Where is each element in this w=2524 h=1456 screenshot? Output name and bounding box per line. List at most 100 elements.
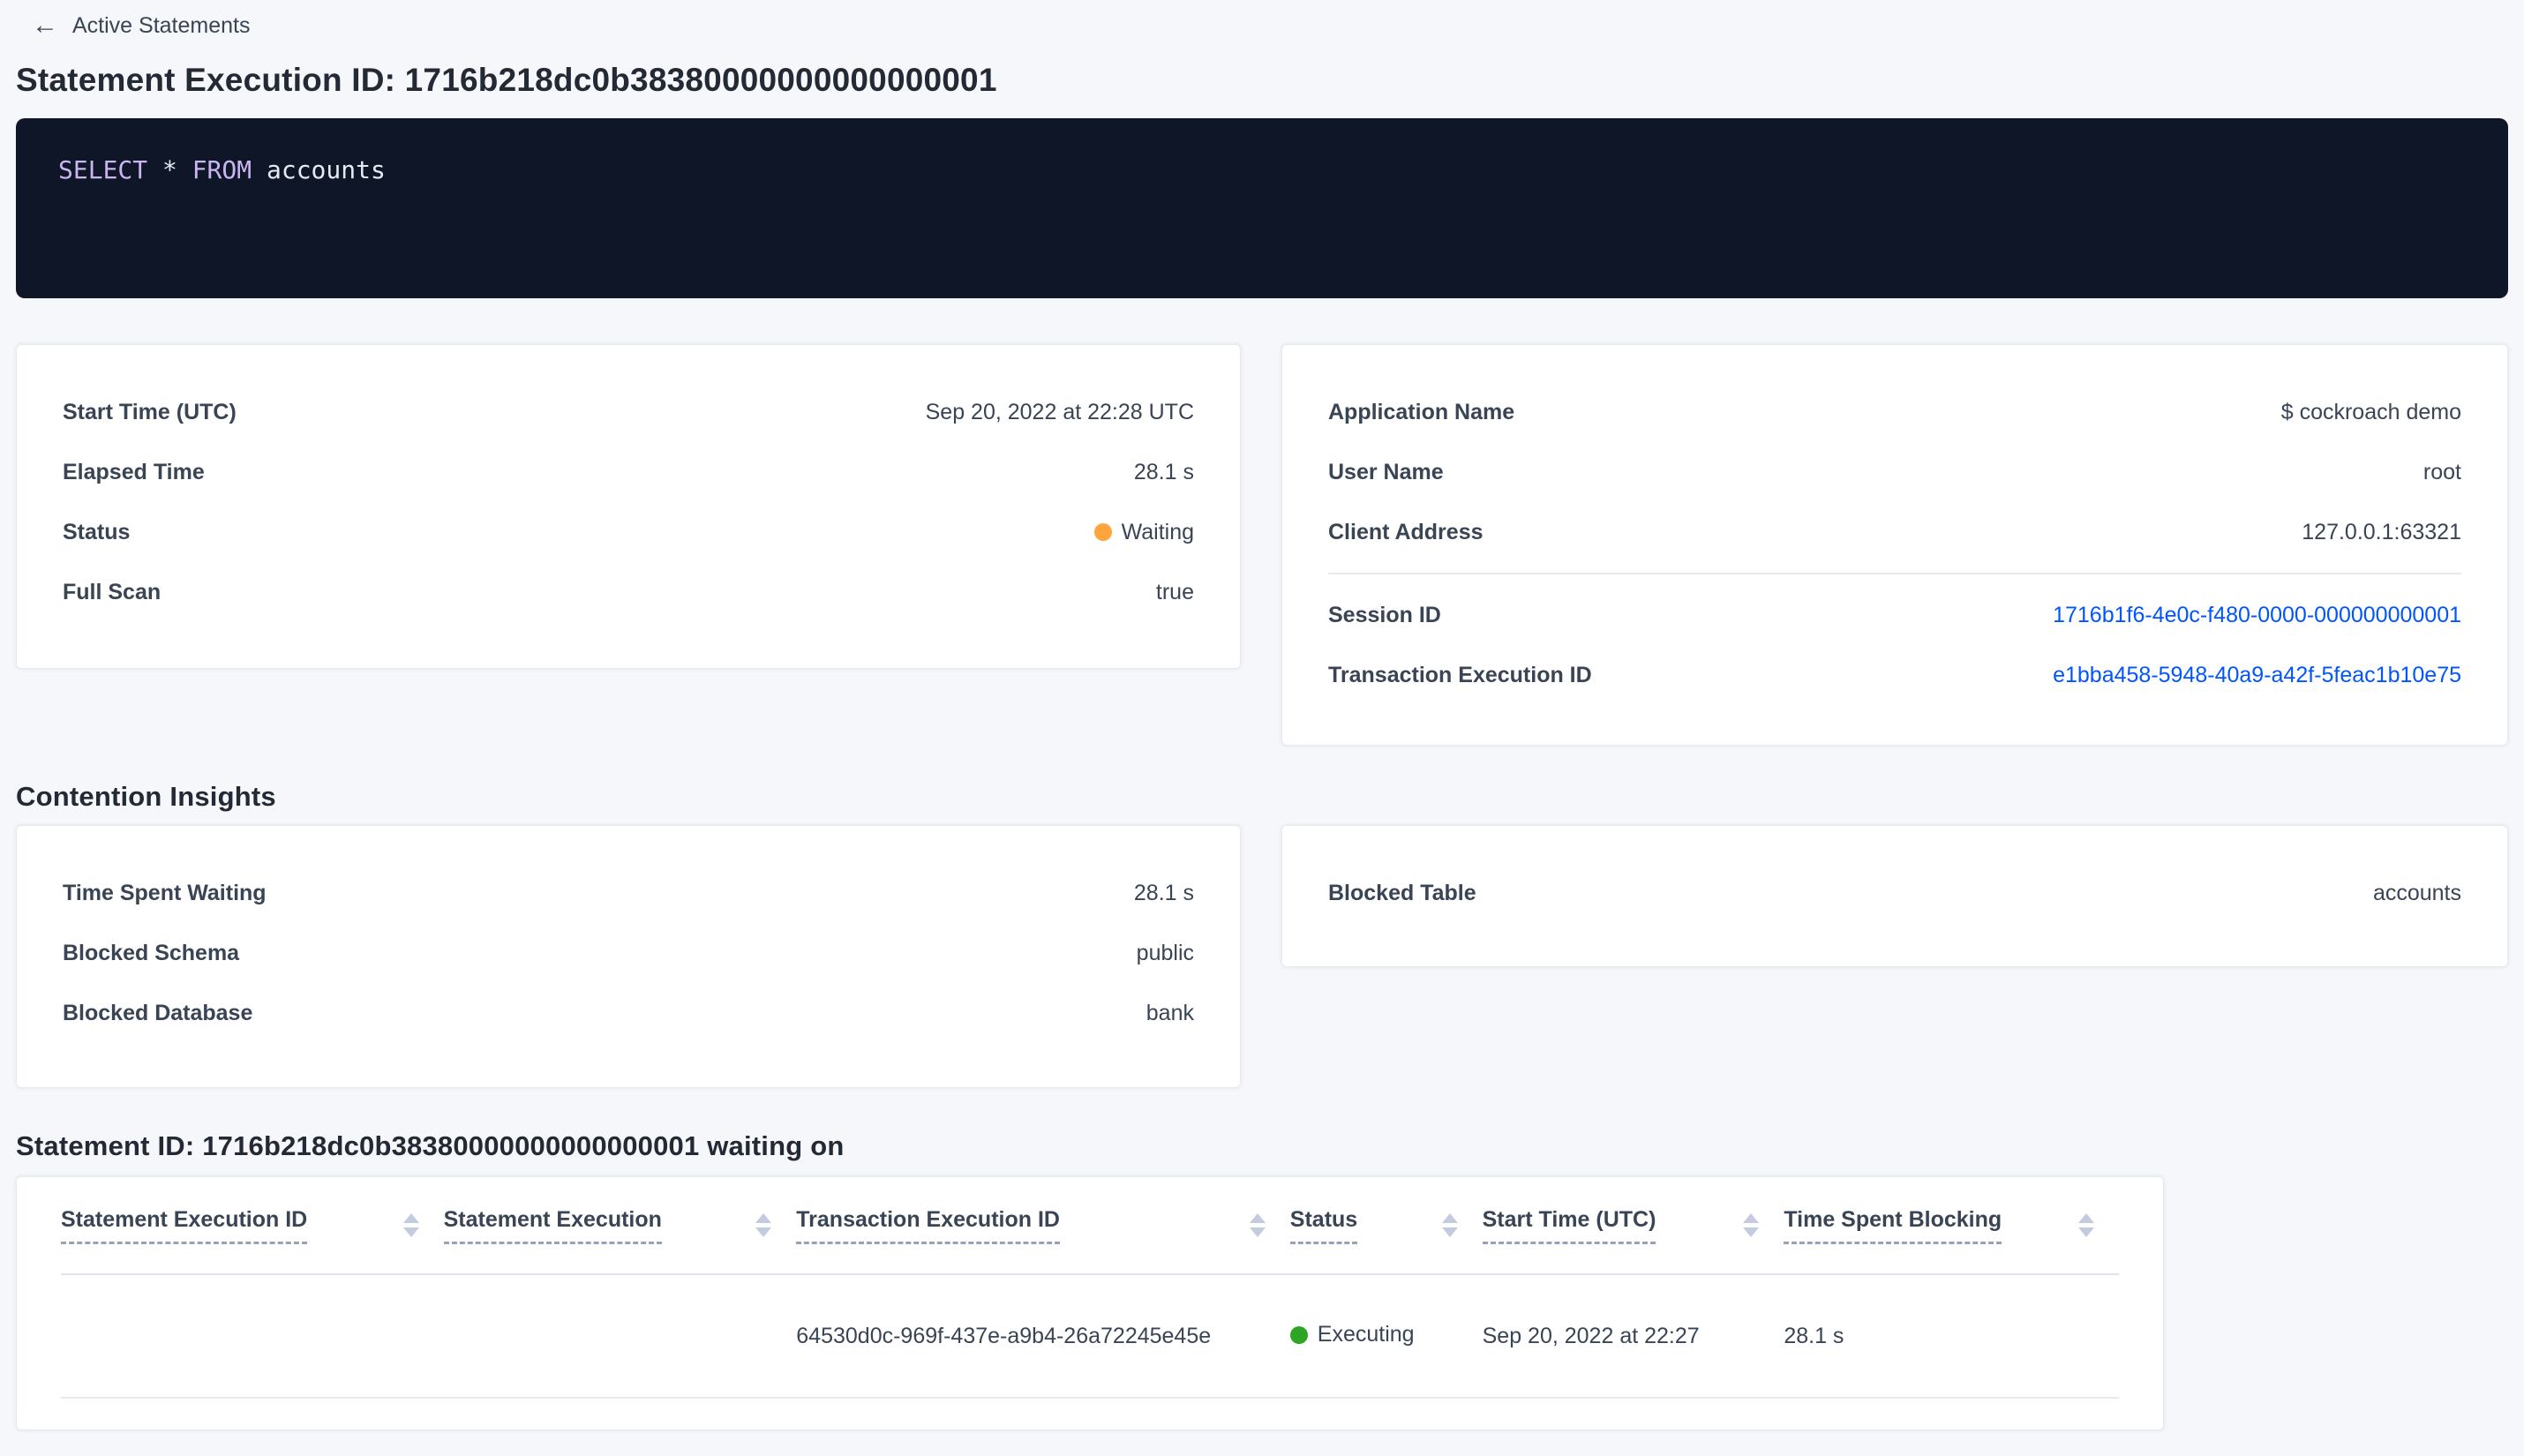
column-label-start-time[interactable]: Start Time (UTC) (1482, 1207, 1656, 1244)
session-id-label: Session ID (1328, 602, 1441, 627)
sort-asc-icon (402, 1213, 419, 1223)
sort-desc-icon (755, 1227, 772, 1237)
time-spent-waiting-label: Time Spent Waiting (63, 880, 267, 905)
sort-toggle-icon[interactable] (1743, 1213, 1760, 1237)
user-name-row: User Name root (1328, 442, 2461, 502)
contention-insights-heading: Contention Insights (16, 781, 276, 812)
blocked-table-row: Blocked Table accounts (1328, 863, 2461, 923)
column-label-statement-execution-id[interactable]: Statement Execution ID (61, 1207, 308, 1244)
blocked-schema-row: Blocked Schema public (63, 923, 1194, 983)
sort-asc-icon (1743, 1213, 1760, 1223)
start-time-value: Sep 20, 2022 at 22:28 UTC (925, 399, 1194, 424)
client-address-value: 127.0.0.1:63321 (2302, 519, 2461, 544)
overview-cards-row: Start Time (UTC) Sep 20, 2022 at 22:28 U… (16, 344, 2508, 746)
status-executing-dot-icon (1289, 1325, 1308, 1344)
status-row: Status Waiting (63, 502, 1194, 562)
column-header-time-spent-blocking[interactable]: Time Spent Blocking (1784, 1207, 2119, 1244)
sort-asc-icon (755, 1213, 772, 1223)
column-label-statement-execution[interactable]: Statement Execution (443, 1207, 662, 1244)
sort-asc-icon (1249, 1213, 1266, 1223)
transaction-execution-id-label: Transaction Execution ID (1328, 662, 1592, 687)
elapsed-time-value: 28.1 s (1133, 459, 1194, 484)
column-header-statement-execution[interactable]: Statement Execution (443, 1207, 797, 1244)
sort-toggle-icon[interactable] (402, 1213, 419, 1237)
sql-keyword-select: SELECT (58, 155, 148, 184)
column-header-transaction-execution-id[interactable]: Transaction Execution ID (796, 1207, 1290, 1244)
sort-toggle-icon[interactable] (2078, 1213, 2094, 1237)
card-divider (1328, 573, 2461, 574)
arrow-left-icon: ← (32, 11, 58, 40)
elapsed-time-label: Elapsed Time (63, 459, 205, 484)
blocked-database-row: Blocked Database bank (63, 983, 1194, 1043)
sql-star: * (162, 155, 177, 184)
full-scan-value: true (1155, 579, 1194, 604)
time-spent-waiting-row: Time Spent Waiting 28.1 s (63, 863, 1194, 923)
cell-status: Executing (1289, 1322, 1483, 1350)
application-name-row: Application Name $ cockroach demo (1328, 382, 2461, 442)
sql-keyword-from: FROM (192, 155, 252, 184)
sort-asc-icon (2078, 1213, 2094, 1223)
page-title: Statement Execution ID: 1716b218dc0b3838… (16, 62, 997, 98)
sort-toggle-icon[interactable] (1441, 1213, 1458, 1237)
column-header-statement-execution-id[interactable]: Statement Execution ID (61, 1207, 444, 1244)
breadcrumb-label: Active Statements (72, 12, 251, 38)
sort-asc-icon (1441, 1213, 1458, 1223)
column-label-status[interactable]: Status (1289, 1207, 1358, 1244)
sort-desc-icon (1441, 1227, 1458, 1237)
status-waiting-text: Waiting (1121, 519, 1194, 544)
session-id-link[interactable]: 1716b1f6-4e0c-f480-0000-000000000001 (2053, 602, 2461, 627)
user-name-value: root (2423, 459, 2461, 484)
sql-statement: SELECT * FROM accounts (58, 155, 2466, 214)
status-waiting-dot-icon (1093, 523, 1112, 541)
sort-desc-icon (2078, 1227, 2094, 1237)
column-header-start-time[interactable]: Start Time (UTC) (1482, 1207, 1784, 1244)
session-overview-card: Application Name $ cockroach demo User N… (1281, 344, 2508, 746)
elapsed-time-row: Elapsed Time 28.1 s (63, 442, 1194, 502)
status-value: Waiting (1093, 519, 1194, 545)
blocked-database-label: Blocked Database (63, 1000, 253, 1025)
table-row: 64530d0c-969f-437e-a9b4-26a72245e45e Exe… (61, 1275, 2119, 1399)
blocked-schema-label: Blocked Schema (63, 940, 240, 965)
column-label-transaction-execution-id[interactable]: Transaction Execution ID (796, 1207, 1060, 1244)
full-scan-label: Full Scan (63, 579, 162, 604)
waiting-on-table-card: Statement Execution ID Statement Executi… (16, 1176, 2164, 1430)
waiting-on-heading: Statement ID: 1716b218dc0b38380000000000… (16, 1130, 845, 1161)
sort-desc-icon (1249, 1227, 1266, 1237)
client-address-label: Client Address (1328, 519, 1484, 544)
blocked-table-label: Blocked Table (1328, 880, 1476, 905)
blocked-database-value: bank (1146, 1000, 1194, 1025)
transaction-execution-id-link[interactable]: e1bba458-5948-40a9-a42f-5feac1b10e75 (2053, 662, 2461, 687)
full-scan-row: Full Scan true (63, 562, 1194, 622)
column-label-time-spent-blocking[interactable]: Time Spent Blocking (1784, 1207, 2002, 1244)
contention-details-card: Time Spent Waiting 28.1 s Blocked Schema… (16, 825, 1241, 1088)
waiting-on-table-header: Statement Execution ID Statement Executi… (61, 1177, 2119, 1275)
status-label: Status (63, 519, 131, 544)
user-name-label: User Name (1328, 459, 1444, 484)
application-name-label: Application Name (1328, 399, 1515, 424)
sql-table-name: accounts (266, 155, 386, 184)
contention-cards-row: Time Spent Waiting 28.1 s Blocked Schema… (16, 825, 2508, 1088)
blocked-schema-value: public (1136, 940, 1194, 965)
sort-toggle-icon[interactable] (755, 1213, 772, 1237)
application-name-value: $ cockroach demo (2280, 399, 2461, 424)
start-time-label: Start Time (UTC) (63, 399, 237, 424)
status-executing-text: Executing (1317, 1322, 1415, 1347)
blocked-table-value: accounts (2372, 880, 2461, 905)
back-to-active-statements-link[interactable]: ← Active Statements (32, 9, 250, 42)
client-address-row: Client Address 127.0.0.1:63321 (1328, 502, 2461, 562)
sort-desc-icon (402, 1227, 419, 1237)
session-id-row: Session ID 1716b1f6-4e0c-f480-0000-00000… (1328, 585, 2461, 645)
column-header-status[interactable]: Status (1289, 1207, 1483, 1244)
statement-overview-card: Start Time (UTC) Sep 20, 2022 at 22:28 U… (16, 344, 1241, 669)
start-time-row: Start Time (UTC) Sep 20, 2022 at 22:28 U… (63, 382, 1194, 442)
sort-desc-icon (1743, 1227, 1760, 1237)
cell-time-spent-blocking: 28.1 s (1784, 1323, 1844, 1348)
time-spent-waiting-value: 28.1 s (1133, 880, 1194, 905)
sort-toggle-icon[interactable] (1249, 1213, 1266, 1237)
cell-start-time: Sep 20, 2022 at 22:27 (1482, 1323, 1700, 1348)
transaction-execution-id-row: Transaction Execution ID e1bba458-5948-4… (1328, 645, 2461, 705)
sql-statement-box: SELECT * FROM accounts (16, 118, 2508, 298)
cell-transaction-execution-id: 64530d0c-969f-437e-a9b4-26a72245e45e (796, 1323, 1212, 1348)
blocked-table-card: Blocked Table accounts (1281, 825, 2508, 967)
